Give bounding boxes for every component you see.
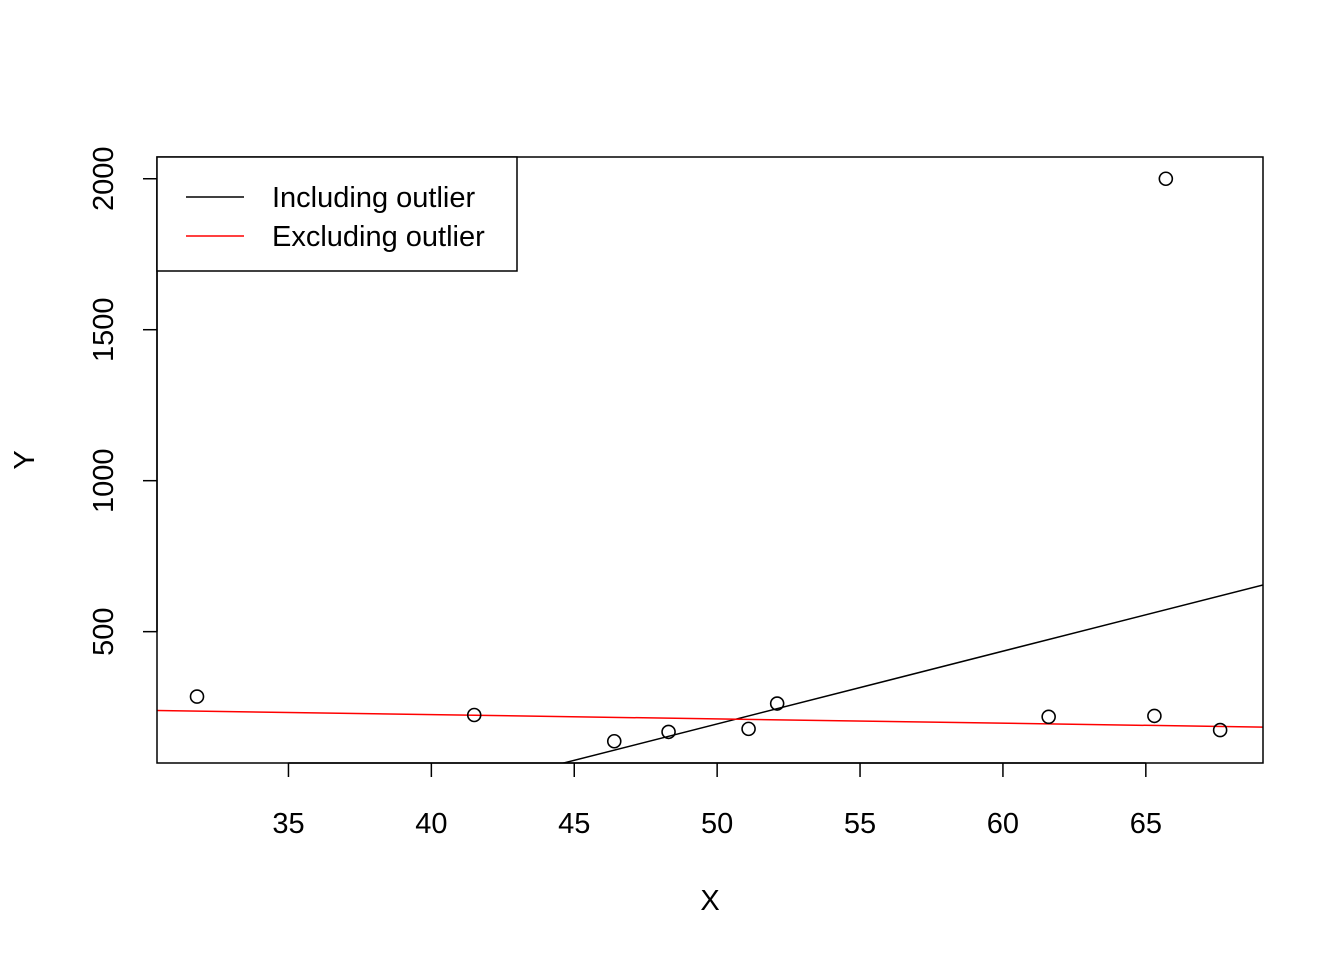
x-tick-label-35: 35: [272, 808, 304, 840]
data-point-9: [1158, 171, 1174, 187]
x-tick-label-55: 55: [844, 808, 876, 840]
plot-layer: [157, 171, 1263, 763]
y-tick-label-500: 500: [88, 607, 120, 655]
x-tick-label-65: 65: [1130, 808, 1162, 840]
legend-label-excluding: Excluding outlier: [272, 221, 485, 253]
y-tick-label-1000: 1000: [88, 448, 120, 513]
regression-line-including-outlier: [560, 584, 1263, 763]
regression-line-excluding-outlier: [157, 709, 1263, 728]
legend: Including outlier Excluding outlier: [156, 156, 518, 272]
y-tick-label-1500: 1500: [88, 297, 120, 362]
x-tick-label-50: 50: [701, 808, 733, 840]
data-point-6: [769, 696, 785, 711]
x-axis-label: X: [700, 885, 719, 917]
x-tick-label-40: 40: [415, 808, 447, 840]
x-tick-label-60: 60: [987, 808, 1019, 840]
data-point-3: [606, 733, 622, 749]
plot-box: [156, 156, 1264, 764]
data-point-10: [1212, 722, 1228, 738]
x-tick-label-45: 45: [558, 808, 590, 840]
data-point-2: [466, 707, 482, 723]
y-tick-label-2000: 2000: [88, 146, 120, 211]
data-point-1: [189, 689, 205, 704]
data-point-8: [1147, 708, 1162, 724]
data-point-5: [741, 721, 756, 737]
data-point-4: [661, 724, 676, 740]
y-axis-label: Y: [9, 450, 41, 469]
legend-box: [156, 156, 518, 272]
legend-label-including: Including outlier: [272, 182, 475, 214]
data-point-7: [1041, 709, 1056, 725]
